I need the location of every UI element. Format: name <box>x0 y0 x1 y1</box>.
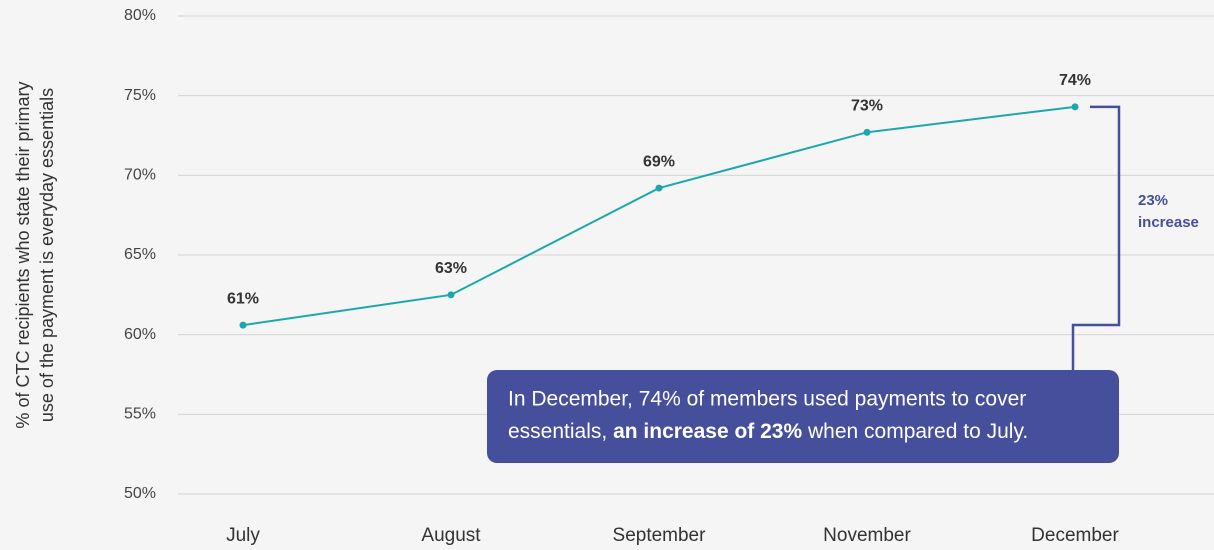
point <box>447 291 455 299</box>
y-tick-label: 65% <box>124 246 156 263</box>
callout-text: essentials, <box>508 420 613 443</box>
point <box>1071 103 1079 111</box>
data-label: 74% <box>1059 72 1091 89</box>
y-tick-label: 60% <box>124 326 156 343</box>
line <box>242 105 1076 327</box>
x-tick-label: July <box>226 525 260 546</box>
point <box>863 128 871 136</box>
bracket-label: 23% <box>1138 192 1168 209</box>
y-tick-label: 50% <box>124 485 156 502</box>
grid <box>178 15 1214 495</box>
data-label: 61% <box>227 290 259 307</box>
callout-text: essentials, an increase of 23% when comp… <box>508 420 1028 443</box>
x-tick-label: September <box>613 525 707 546</box>
y-tick-label: 80% <box>124 7 156 24</box>
bracket-label: increase <box>1138 214 1199 231</box>
callout-text: In December, 74% of members used payment… <box>508 388 1026 411</box>
y-tick-label: 75% <box>124 87 156 104</box>
x-tick-label: November <box>823 525 911 546</box>
data-label: 73% <box>851 98 883 115</box>
data-label: 63% <box>435 260 467 277</box>
y-axis-label: % of CTC recipients who state their prim… <box>13 81 33 428</box>
y-tick-label: 55% <box>124 406 156 423</box>
y-axis-label: use of the payment is everyday essential… <box>37 88 57 422</box>
x-tick-label: December <box>1031 525 1119 546</box>
data-label: 69% <box>643 153 675 170</box>
point <box>239 321 247 329</box>
callout-text: when compared to July. <box>802 420 1028 443</box>
y-tick-label: 70% <box>124 167 156 184</box>
point <box>655 184 663 192</box>
bracket <box>1071 105 1121 370</box>
callout-box <box>487 370 1119 463</box>
callout-bold: an increase of 23% <box>613 420 802 443</box>
x-tick-label: August <box>421 525 481 546</box>
